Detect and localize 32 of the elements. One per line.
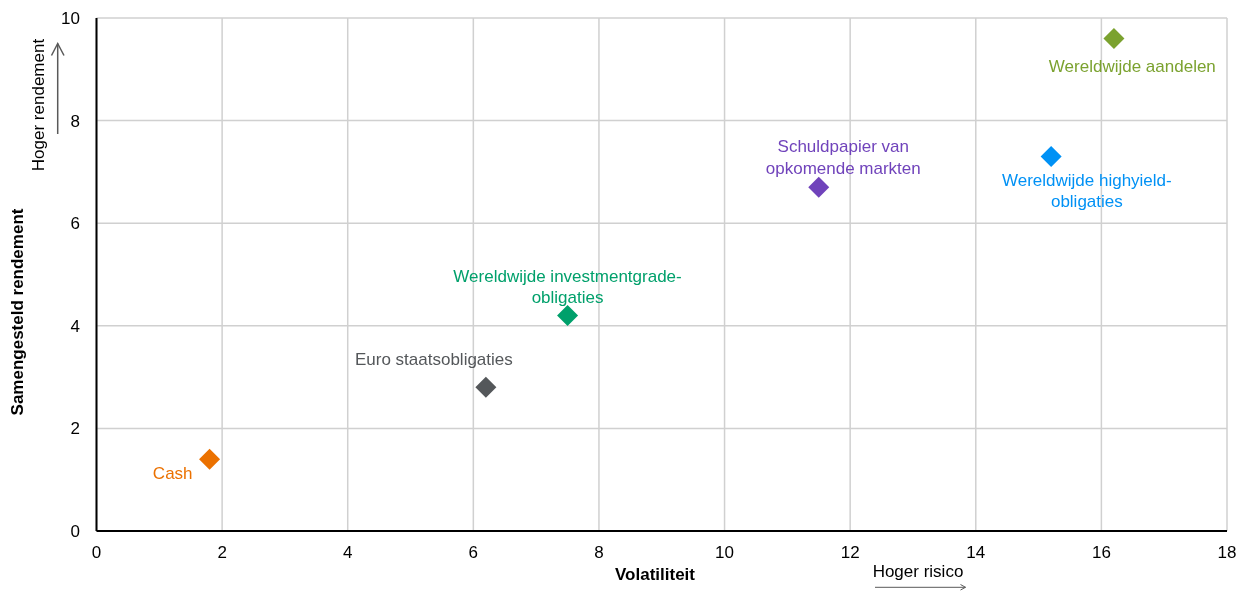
x-tick-label: 16 [1091,543,1111,562]
series-label: Cash [152,464,193,484]
point [808,176,830,198]
y-tick-label: 0 [70,521,80,541]
series-label: Wereldwijde investmentgrade-obligaties [453,266,682,308]
text: Hoger rendement [28,38,48,172]
y-tick-label: 2 [70,419,80,439]
x-tick-label: 18 [1217,543,1237,562]
x-tick-label: 8 [594,543,604,562]
point [1103,28,1125,50]
x-tick-label: 10 [715,543,735,562]
x-tick-label: 12 [840,543,860,562]
x-axis-title: Volatiliteit [615,565,696,584]
x-tick-label: 6 [468,543,479,562]
series-label: Schuldpapier van opkomende markten [765,137,921,178]
x-tick-label: 0 [91,543,102,562]
y-axis-title: Samengesteld rendement [8,208,27,416]
x-tick-label: 4 [342,543,353,562]
point [199,448,221,470]
y-tick-label: 10 [61,8,80,28]
x-tick-label: 2 [217,543,227,562]
point [557,305,579,327]
text: Wereldwijde highyield-obligaties [1001,170,1172,212]
text: Hoger risico [872,561,964,581]
point [475,376,497,398]
y-tick-label: 8 [70,111,80,131]
point [1040,146,1062,168]
x-tick-label: 14 [966,543,986,562]
y-tick-label: 6 [70,214,80,234]
series-label: Wereldwijde aandelen [1048,56,1216,76]
y-tick-label: 4 [70,316,80,336]
series-label: Euro staatsobligaties [354,350,513,370]
